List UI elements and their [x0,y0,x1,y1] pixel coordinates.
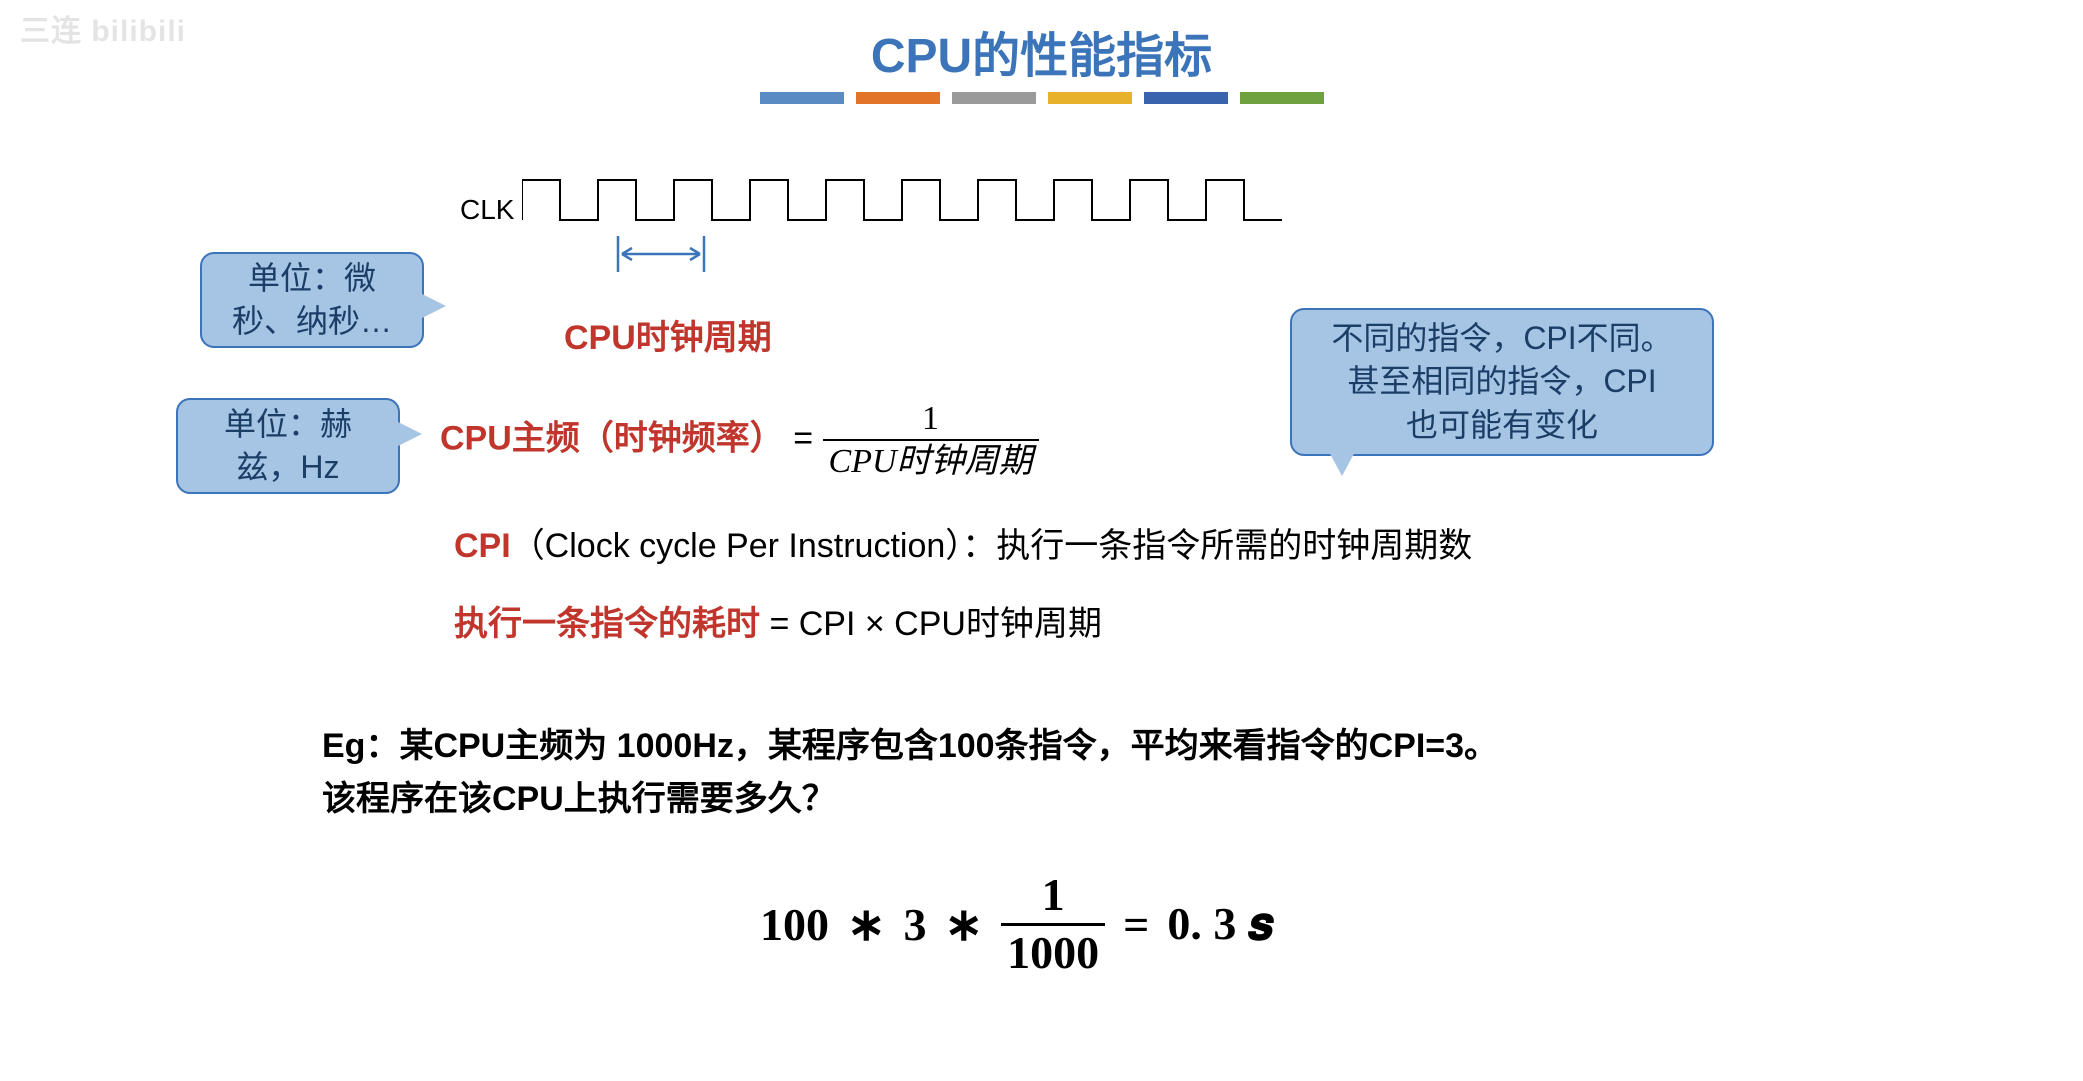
cpi-rest: （Clock cycle Per Instruction）：执行一条指令所需的时… [511,527,1473,565]
divider-bars [760,92,1324,104]
title-text: CPU的性能指标 [871,30,1212,83]
clk-waveform [522,176,1302,228]
eq-frac-den: 1000 [1001,923,1105,979]
line-exec-time: 执行一条指令的耗时 = CPI × CPU时钟周期 [454,596,1102,645]
divider-bar-5 [1240,92,1324,104]
eq-op1: ∗ [847,897,886,951]
equation-result: 100 ∗ 3 ∗ 1 1000 = 0. 3 𝒔 [760,870,1273,978]
eq-op2: ∗ [945,897,984,951]
cpi-red: CPI [454,527,511,565]
eq-frac-num: 1 [1036,870,1071,923]
divider-bar-0 [760,92,844,104]
freq-eq: = [784,419,823,457]
eq-a: 100 [760,898,829,951]
page-title: CPU的性能指标 [0,16,2083,86]
callout-unit-time-tail [418,292,446,320]
line-cpu-frequency: CPU主频（时钟频率） = 1CPU时钟周期 [440,400,1039,481]
clk-label: CLK [460,194,514,226]
eq-result: 0. 3 𝒔 [1167,897,1273,952]
divider-bar-2 [952,92,1036,104]
period-arrow [614,234,708,274]
freq-den: CPU时钟周期 [823,439,1039,480]
exec-rest: = CPI × CPU时钟周期 [760,605,1102,643]
eq-eq: = [1123,898,1149,951]
exec-red: 执行一条指令的耗时 [454,605,760,643]
callout-unit-hz-text: 单位：赫兹，Hz [224,403,352,489]
callout-unit-time: 单位：微秒、纳秒… [200,252,424,348]
callout-cpi-note: 不同的指令，CPI不同。甚至相同的指令，CPI也可能有变化 [1290,308,1714,456]
example-line1: Eg：某CPU主频为 1000Hz，某程序包含100条指令，平均来看指令的CPI… [322,720,1498,773]
callout-cpi-note-text: 不同的指令，CPI不同。甚至相同的指令，CPI也可能有变化 [1331,317,1672,447]
eq-frac: 1 1000 [1001,870,1105,978]
freq-red: CPU主频（时钟频率） [440,419,784,457]
callout-cpi-note-tail [1328,450,1356,476]
freq-num: 1 [916,400,945,439]
freq-frac: 1CPU时钟周期 [823,400,1039,481]
line-cpi-def: CPI（Clock cycle Per Instruction）：执行一条指令所… [454,518,1472,567]
callout-unit-time-text: 单位：微秒、纳秒… [232,257,392,343]
eq-b: 3 [904,898,927,951]
example-line2: 该程序在该CPU上执行需要多久？ [322,773,1498,826]
example-block: Eg：某CPU主频为 1000Hz，某程序包含100条指令，平均来看指令的CPI… [322,720,1498,825]
callout-unit-hz: 单位：赫兹，Hz [176,398,400,494]
callout-unit-hz-tail [394,420,422,448]
divider-bar-4 [1144,92,1228,104]
divider-bar-1 [856,92,940,104]
label-cpu-cycle: CPU时钟周期 [564,310,772,359]
divider-bar-3 [1048,92,1132,104]
